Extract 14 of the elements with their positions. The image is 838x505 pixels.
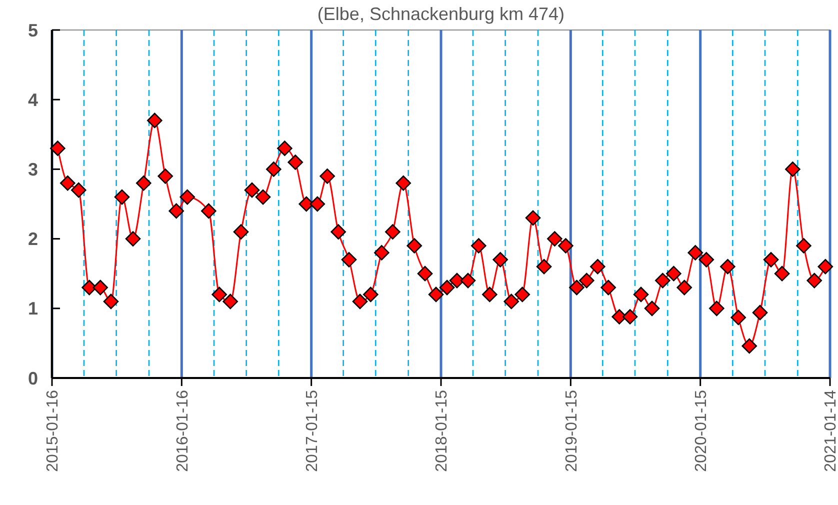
y-tick-label: 5	[28, 20, 38, 40]
x-tick-label: 2021-01-14	[822, 390, 838, 472]
y-tick-label: 1	[28, 298, 38, 319]
x-tick-label: 2019-01-15	[563, 390, 580, 472]
chart-title: (Elbe, Schnackenburg km 474)	[317, 4, 565, 24]
y-tick-label: 3	[28, 160, 38, 180]
y-tick-label: 2	[28, 229, 38, 250]
x-tick-label: 2016-01-16	[174, 390, 192, 472]
x-tick-label: 2017-01-15	[304, 390, 321, 472]
x-tick-label: 2015-01-16	[44, 390, 62, 472]
x-tick-label: 2020-01-15	[692, 390, 710, 472]
y-tick-label: 0	[28, 368, 38, 388]
y-tick-label: 4	[28, 90, 38, 110]
x-tick-label: 2018-01-15	[434, 390, 451, 472]
